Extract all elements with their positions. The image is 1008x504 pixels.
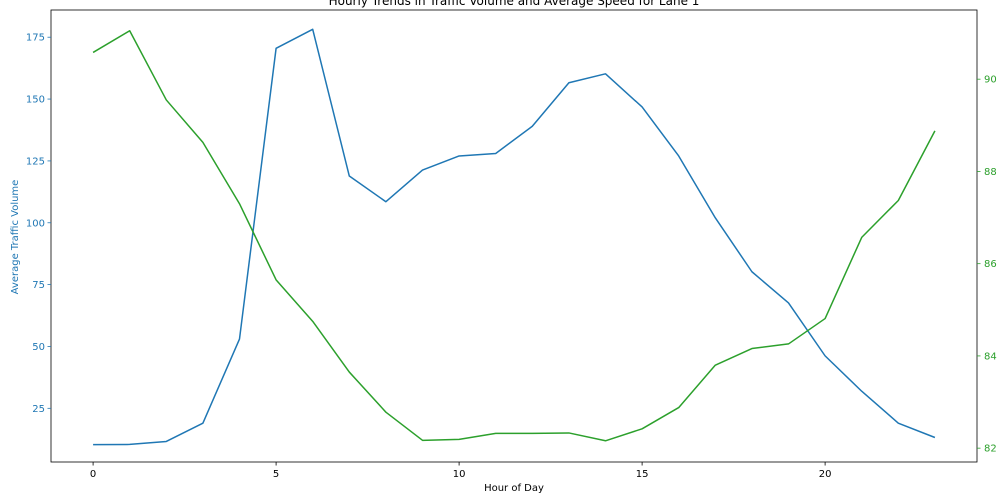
x-axis-label: Hour of Day <box>484 483 544 494</box>
y-left-tick-label: 25 <box>32 404 45 415</box>
y-left-tick-label: 50 <box>32 342 45 353</box>
y-right-tick-label: 88 <box>984 167 997 178</box>
x-tick-label: 0 <box>90 469 96 480</box>
plot-area: 0 5 10 15 20 25 50 75 100 125 150 175 82 84 86 88 90 <box>26 9 997 480</box>
x-tick-label: 20 <box>819 469 832 480</box>
x-tick-label: 15 <box>636 469 649 480</box>
y-left-tick-label: 125 <box>26 156 45 167</box>
traffic-volume-line <box>93 28 936 446</box>
x-tick-label: 5 <box>273 469 279 480</box>
y-left-tick-label: 150 <box>26 95 45 106</box>
y-axis-left-label: Average Traffic Volume <box>10 180 21 295</box>
y-right-tick-label: 82 <box>984 444 997 455</box>
y-left-tick-label: 75 <box>32 280 45 291</box>
y-right-tick-label: 90 <box>984 75 997 86</box>
chart-title: Hourly Trends in Traffic Volume and Aver… <box>329 0 700 8</box>
y-right-tick-label: 86 <box>984 259 997 270</box>
y-left-tick-label: 100 <box>26 218 45 229</box>
y-left-tick-label: 175 <box>26 33 45 44</box>
average-speed-line <box>92 30 936 442</box>
plot-frame <box>50 9 978 463</box>
x-tick-label: 10 <box>453 469 466 480</box>
y-right-tick-label: 84 <box>984 351 997 362</box>
